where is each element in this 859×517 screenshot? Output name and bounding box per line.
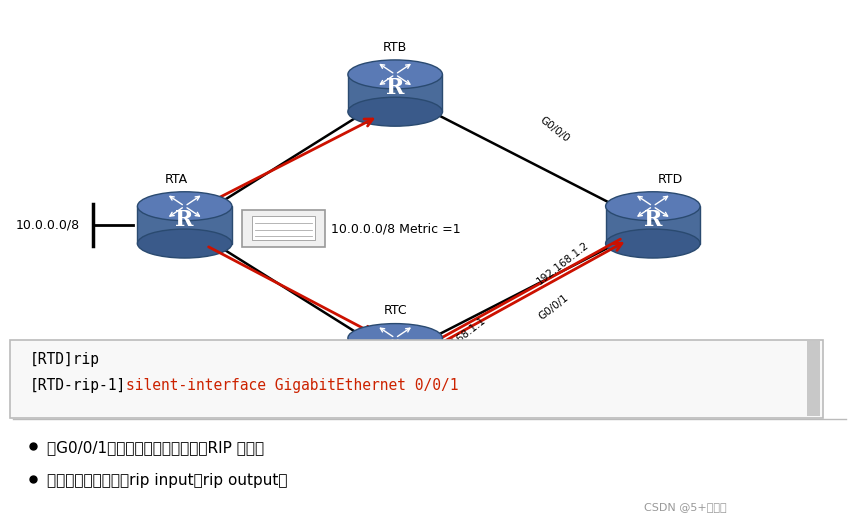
Polygon shape <box>348 338 442 375</box>
Polygon shape <box>348 74 442 112</box>
Text: 配G0/0/1接口为抑制状态，只接收RIP 报文。: 配G0/0/1接口为抑制状态，只接收RIP 报文。 <box>47 439 265 455</box>
Ellipse shape <box>348 324 442 353</box>
Polygon shape <box>606 206 700 244</box>
FancyBboxPatch shape <box>807 341 820 416</box>
FancyBboxPatch shape <box>252 216 315 240</box>
Text: silent-interface GigabitEthernet 0/0/1: silent-interface GigabitEthernet 0/0/1 <box>126 377 459 393</box>
Text: G0/0/0: G0/0/0 <box>538 115 570 144</box>
Ellipse shape <box>348 97 442 126</box>
Ellipse shape <box>137 192 232 221</box>
Text: RTD: RTD <box>657 173 683 186</box>
Text: RTA: RTA <box>165 173 187 186</box>
Text: R: R <box>643 209 662 231</box>
Text: G0/0/1: G0/0/1 <box>537 293 571 322</box>
Text: 192.168.1.1: 192.168.1.1 <box>431 315 488 362</box>
FancyBboxPatch shape <box>10 340 823 418</box>
Ellipse shape <box>137 229 232 258</box>
Text: R: R <box>386 77 405 99</box>
Text: 192.168.1.2: 192.168.1.2 <box>534 240 591 287</box>
Text: [RTD]rip: [RTD]rip <box>30 352 100 367</box>
FancyBboxPatch shape <box>242 210 325 247</box>
Text: RTB: RTB <box>383 41 407 54</box>
Text: R: R <box>175 209 194 231</box>
Ellipse shape <box>606 229 700 258</box>
Ellipse shape <box>606 192 700 221</box>
Text: R: R <box>386 341 405 362</box>
Text: RTC: RTC <box>383 305 407 317</box>
Text: CSDN @5+工熊猫: CSDN @5+工熊猫 <box>644 502 727 512</box>
Text: 此命令的优先级大于rip input和rip output。: 此命令的优先级大于rip input和rip output。 <box>47 473 288 489</box>
Text: 10.0.0.0/8 Metric =1: 10.0.0.0/8 Metric =1 <box>331 222 460 235</box>
Ellipse shape <box>348 60 442 89</box>
Polygon shape <box>137 206 232 244</box>
Ellipse shape <box>348 361 442 390</box>
Text: [RTD-rip-1]: [RTD-rip-1] <box>30 377 126 393</box>
Text: 10.0.0.0/8: 10.0.0.0/8 <box>15 218 79 232</box>
